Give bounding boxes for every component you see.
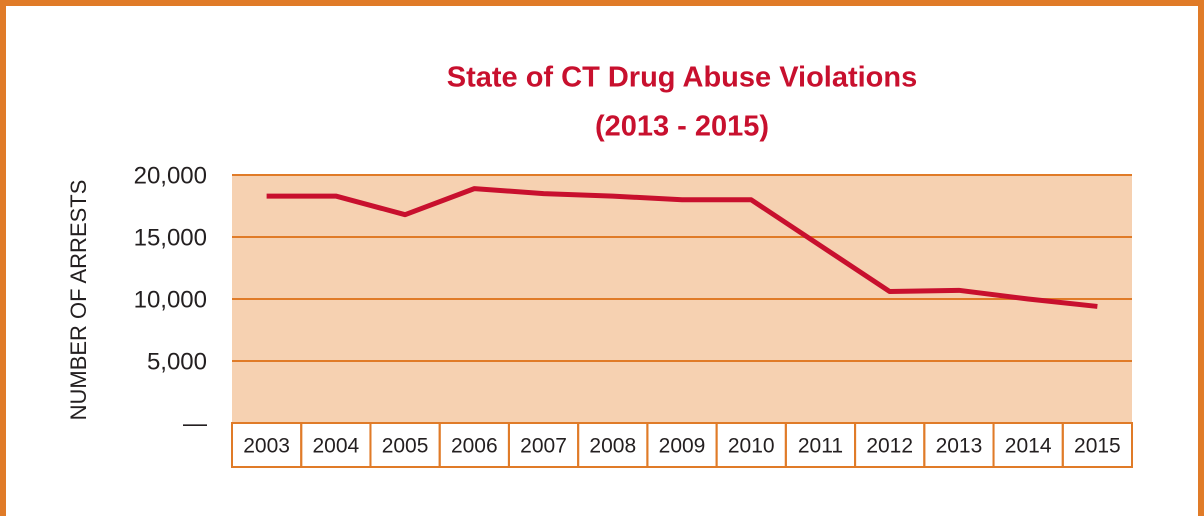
y-tick-label: 15,000 xyxy=(134,224,207,251)
x-tick-label: 2011 xyxy=(798,435,843,458)
chart-title: State of CT Drug Abuse Violations xyxy=(447,62,918,94)
y-tick-label: — xyxy=(183,410,207,437)
y-axis-label: NUMBER OF ARRESTS xyxy=(66,180,91,421)
x-tick-label: 2014 xyxy=(1005,435,1052,458)
x-tick-label: 2010 xyxy=(728,435,775,458)
x-tick-label: 2009 xyxy=(659,435,706,458)
x-tick-label: 2005 xyxy=(382,435,429,458)
x-tick-label: 2006 xyxy=(451,435,498,458)
category-cell xyxy=(1061,422,1134,468)
x-tick-label: 2015 xyxy=(1074,435,1121,458)
chart-subtitle: (2013 - 2015) xyxy=(595,111,769,143)
x-tick-label: 2012 xyxy=(866,435,913,458)
y-tick-label: 10,000 xyxy=(134,286,207,313)
x-tick-label: 2008 xyxy=(589,435,636,458)
y-tick-label: 20,000 xyxy=(134,162,207,189)
x-tick-label: 2013 xyxy=(936,435,983,458)
data-line xyxy=(266,186,1098,309)
x-tick-label: 2003 xyxy=(243,435,290,458)
x-tick-label: 2004 xyxy=(312,435,359,458)
y-tick-label: 5,000 xyxy=(147,348,207,375)
x-tick-label: 2007 xyxy=(520,435,567,458)
